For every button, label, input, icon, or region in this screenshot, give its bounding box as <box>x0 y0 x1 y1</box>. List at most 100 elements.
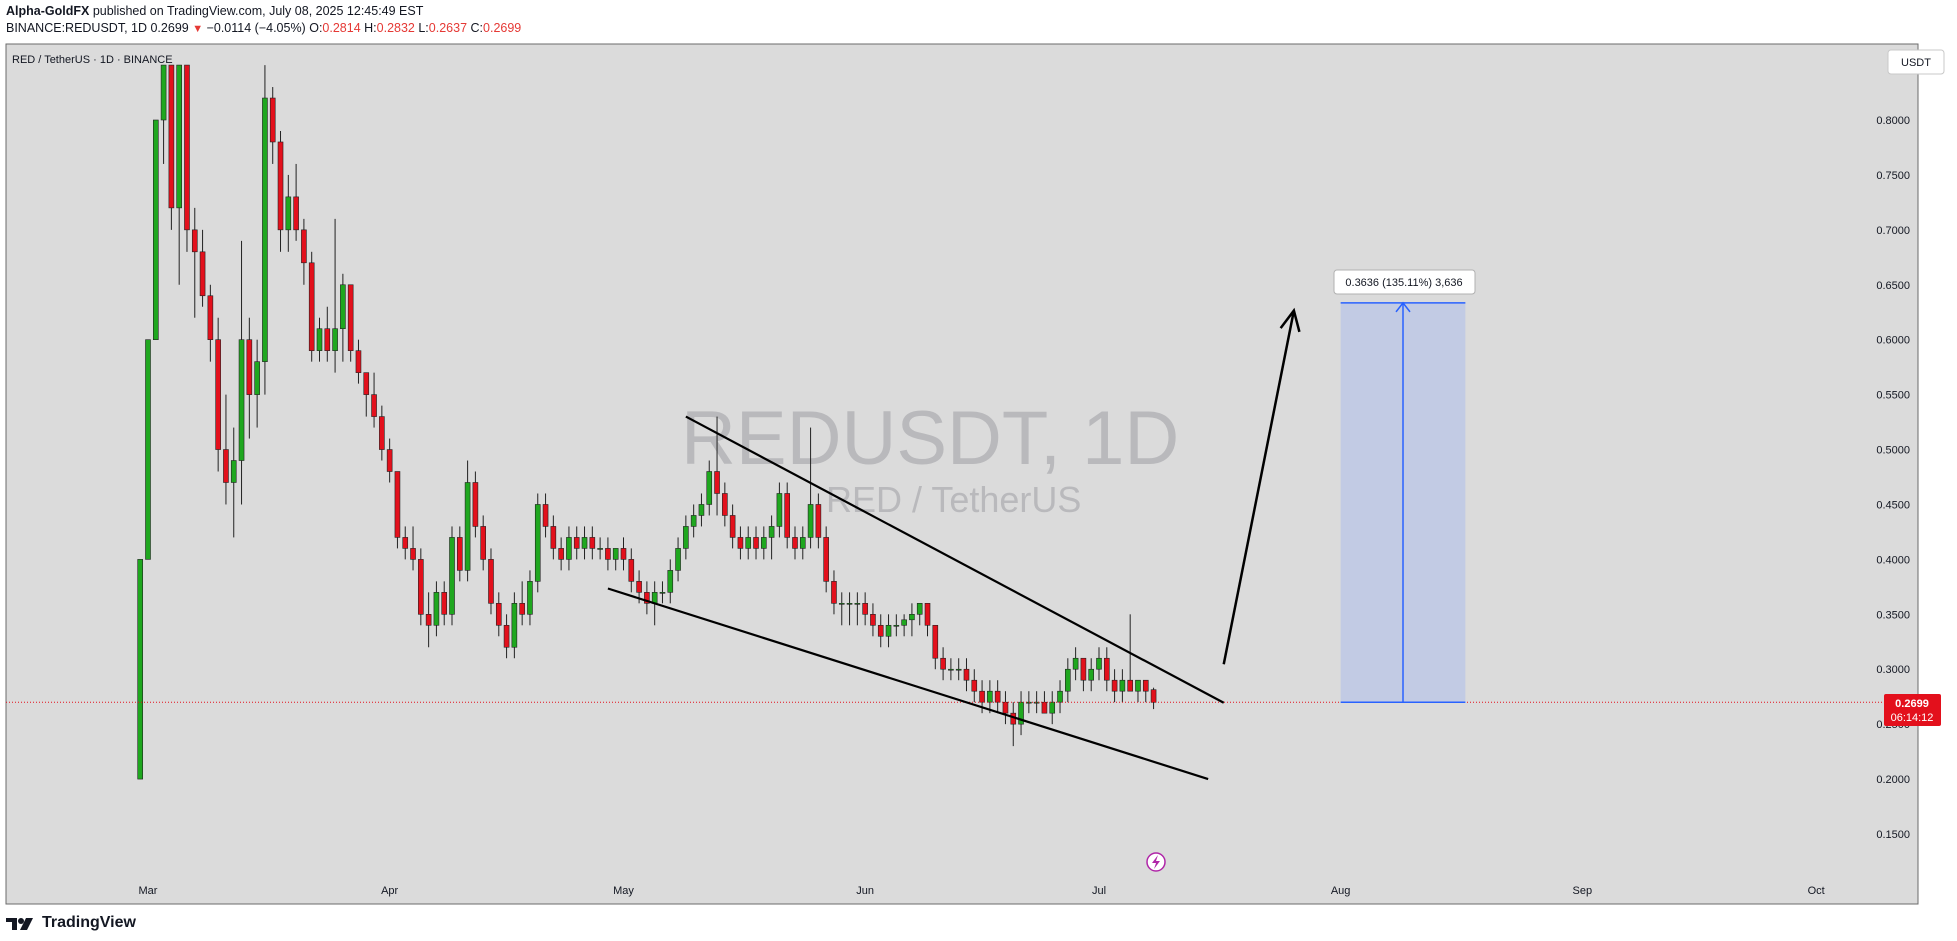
candle-body <box>1142 679 1149 692</box>
tradingview-mark-icon <box>6 916 36 930</box>
candle-body <box>215 339 221 450</box>
candle-body <box>1150 689 1157 703</box>
x-tick-label: Jul <box>1092 885 1106 897</box>
candle-body <box>1026 701 1032 704</box>
candle <box>807 427 814 549</box>
candle-body <box>449 537 455 615</box>
candle-body <box>207 295 214 340</box>
candle-body <box>924 603 931 626</box>
candle-body <box>340 284 346 330</box>
candle <box>301 218 307 285</box>
y-tick-label: 0.4000 <box>1876 554 1910 566</box>
down-triangle-icon: ▼ <box>192 23 204 35</box>
candle <box>262 65 268 395</box>
candle-body <box>379 416 385 450</box>
candle <box>940 647 946 681</box>
candle <box>340 273 346 362</box>
candle <box>410 526 416 571</box>
candle-body <box>347 284 354 351</box>
wedge-trendline <box>607 587 1209 781</box>
candle-body <box>527 581 533 615</box>
candle <box>168 64 175 230</box>
x-tick-label: Jun <box>856 885 874 897</box>
candle <box>994 680 1001 714</box>
y-tick-label: 0.8000 <box>1876 115 1910 127</box>
watermark-name: RED / TetherUS <box>826 479 1081 520</box>
candle <box>1142 679 1149 703</box>
candle-body <box>433 592 440 626</box>
candle <box>457 526 463 582</box>
candle-body <box>480 526 486 560</box>
candle-body <box>885 624 892 637</box>
candle-body <box>324 328 331 351</box>
candle <box>1103 647 1110 692</box>
candle-body <box>909 614 915 621</box>
tradingview-logo[interactable]: TradingView <box>6 912 136 934</box>
candle-body <box>636 581 642 593</box>
plot-area[interactable] <box>5 43 1919 905</box>
candle <box>612 548 619 571</box>
candle-body <box>573 537 580 549</box>
candle <box>815 493 822 549</box>
candle <box>160 64 167 164</box>
candle <box>418 548 424 626</box>
close-value: 0.2699 <box>483 21 522 35</box>
x-tick-label: Mar <box>139 885 158 897</box>
candle <box>238 240 245 505</box>
candle <box>519 581 525 626</box>
open-value: 0.2814 <box>322 21 361 35</box>
candle-body <box>706 471 713 505</box>
candle <box>909 603 915 637</box>
y-tick-label: 0.2000 <box>1876 774 1910 786</box>
candle-body <box>145 339 151 560</box>
author-name[interactable]: Alpha-GoldFX <box>6 4 90 18</box>
price-tag-price: 0.2699 <box>1895 698 1929 710</box>
candle <box>885 614 892 648</box>
drawings-layer <box>607 307 1301 781</box>
candle-body <box>1002 701 1009 714</box>
candle-body <box>1041 701 1048 714</box>
candle <box>1150 687 1157 710</box>
high-value: 0.2832 <box>376 21 415 35</box>
candle-body <box>1072 657 1079 670</box>
candle-body <box>238 339 245 461</box>
low-value: 0.2637 <box>428 21 468 35</box>
publish-info: published on TradingView.com, July 08, 2… <box>92 4 424 18</box>
candle <box>137 559 144 780</box>
candle-body <box>644 592 650 604</box>
candle-body <box>495 603 502 626</box>
candle-body <box>269 97 276 143</box>
candle-body <box>176 64 182 209</box>
candle-body <box>293 196 299 231</box>
candle <box>269 87 276 164</box>
candle-body <box>1080 657 1087 681</box>
candle <box>191 207 198 318</box>
last-price: 0.2699 <box>150 21 189 35</box>
candle <box>184 64 190 252</box>
candle <box>761 526 767 560</box>
candle <box>838 592 845 626</box>
candle <box>558 537 564 571</box>
candle <box>862 592 868 626</box>
candle <box>581 526 588 560</box>
candle <box>511 592 518 659</box>
candle <box>1065 658 1071 703</box>
price-change: −0.0114 (−4.05%) <box>206 21 306 35</box>
candle-body <box>994 690 1001 703</box>
candle-body <box>137 559 144 780</box>
candle-body <box>799 537 806 549</box>
lightning-icon[interactable] <box>1146 852 1166 872</box>
candle <box>527 570 533 626</box>
y-tick-label: 0.7000 <box>1876 225 1910 237</box>
time-axis[interactable]: Mar Apr May Jun Jul Aug Sep Oct <box>139 885 1825 897</box>
candle-body <box>955 668 962 671</box>
currency-button[interactable]: USDT <box>1887 49 1945 75</box>
candle-body <box>877 624 884 637</box>
candle-body <box>184 64 190 231</box>
price-tag-bg <box>1884 694 1941 726</box>
candle-body <box>472 482 479 527</box>
candle <box>924 603 931 637</box>
candle-body <box>987 690 993 703</box>
candle <box>542 493 549 538</box>
